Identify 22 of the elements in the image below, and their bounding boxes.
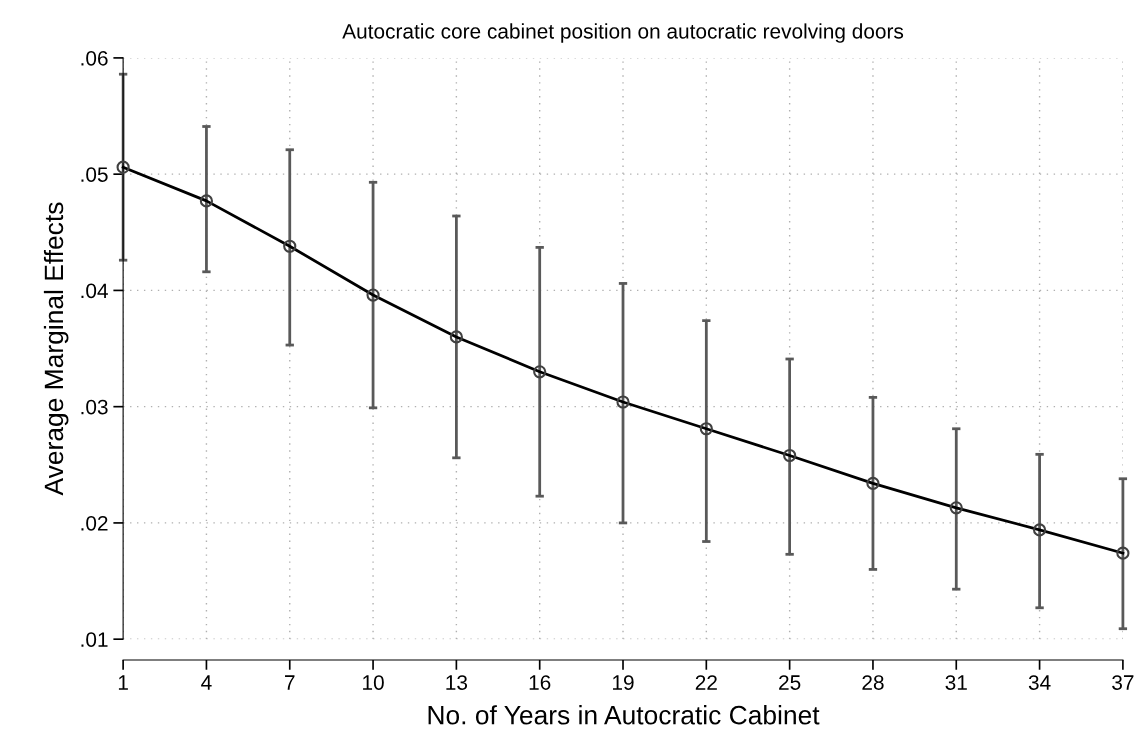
y-tick-label: .02 [81, 515, 108, 531]
x-tick-label: 16 [529, 675, 551, 690]
y-tick-label: .04 [81, 283, 108, 299]
x-tick-label: 7 [285, 675, 295, 690]
x-tick-label: 19 [613, 675, 634, 690]
x-tick-label: 34 [1028, 675, 1051, 690]
x-tick-label: 10 [363, 675, 384, 690]
x-tick-label: 1 [118, 675, 128, 690]
y-tick-label: .01 [81, 632, 108, 647]
y-tick-label: .03 [81, 399, 108, 415]
x-tick-label: 25 [779, 675, 801, 690]
chart-title: Autocratic core cabinet position on autocratic revolving doors [342, 23, 904, 43]
x-axis-title: No. of Years in Autocratic Cabinet [428, 705, 820, 725]
x-tick-label: 13 [446, 675, 468, 690]
y-axis-title: Average Marginal Effects [43, 202, 69, 496]
y-tick-label: .06 [81, 50, 108, 66]
x-tick-label: 4 [201, 675, 212, 690]
x-tick-label: 31 [945, 675, 967, 690]
x-tick-label: 22 [695, 675, 717, 690]
x-tick-label: 28 [862, 675, 884, 690]
y-tick-label: .05 [81, 167, 108, 182]
x-tick-label: 37 [1112, 675, 1134, 690]
